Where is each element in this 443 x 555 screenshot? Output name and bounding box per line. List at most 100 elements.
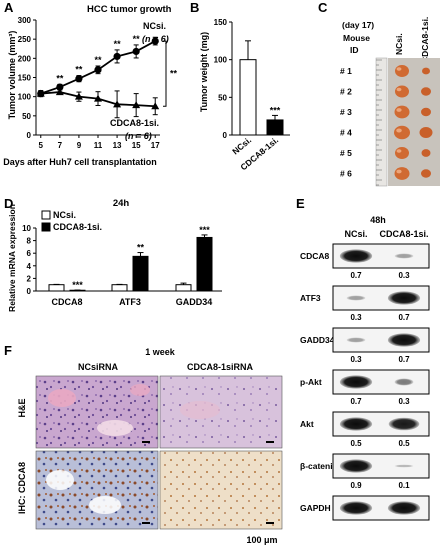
blot-band (339, 249, 373, 263)
histology-row-ihc: IHC: CDCA8 (17, 462, 27, 514)
blot-quantification: 0.1 (398, 481, 410, 490)
blot-col-ncsi: NCsi. (344, 229, 367, 239)
x-tick-label: 11 (94, 141, 103, 150)
mouse-id-label: # 2 (340, 87, 352, 97)
blot-quantification: 0.3 (398, 397, 410, 406)
y-tick-label: 6 (27, 249, 32, 258)
ihc-ncsirna-lumen (46, 470, 74, 490)
blot-col-cdca8: CDCA8-1si. (379, 229, 428, 239)
y-tick-label: 150 (18, 74, 32, 83)
legend-cdca8-n: (n = 6) (125, 131, 152, 141)
y-tick-label: 2 (27, 274, 32, 283)
x-category-label: ATF3 (119, 297, 141, 307)
y-tick-label: 150 (214, 18, 228, 27)
photo-col-ncsi: NCsi. (394, 33, 404, 55)
blot-label: CDCA8 (300, 251, 330, 261)
blot-band (394, 378, 414, 386)
significance-stars: ** (94, 55, 102, 65)
blot-timepoint: 48h (370, 215, 386, 225)
blot-label: GADD34 (300, 335, 335, 345)
blot-label: β-catenin (300, 461, 338, 471)
blot-quantification: 0.7 (398, 313, 410, 322)
x-tick-label: 7 (58, 141, 63, 150)
tumor-highlight (396, 149, 402, 153)
scale-bar-label: 100 μm (246, 535, 277, 545)
blot-label: p-Akt (300, 377, 322, 387)
scale-bar (266, 441, 274, 443)
blot-quantification: 0.9 (350, 481, 362, 490)
photo-col-cdca8: CDCA8-1si. (420, 17, 430, 63)
mouse-id-label: # 5 (340, 148, 352, 158)
chart-b-ylabel: Tumor weight (mg) (199, 32, 209, 112)
histology-col-cdca8: CDCA8-1siRNA (187, 362, 254, 372)
tumor-highlight (396, 128, 402, 133)
blot-band (388, 417, 420, 431)
id-label: ID (350, 45, 359, 55)
tumor-cdca8 (421, 169, 431, 178)
x-tick-label: 15 (132, 141, 141, 150)
blot-band (394, 464, 414, 468)
tumor-highlight (396, 87, 402, 92)
data-point (113, 52, 121, 61)
blot-quantification: 0.7 (350, 397, 362, 406)
panel-e: E 48h NCsi. CDCA8-1si. CDCA8 0.7 0.3 ATF3 0.… (296, 196, 430, 521)
western-blots: CDCA8 0.7 0.3 ATF3 0.3 0.7 GADD34 0.3 0.7 p-Akt 0.… (300, 243, 430, 521)
blot-quantification: 0.5 (398, 439, 410, 448)
ihc-ncsirna-image (35, 450, 159, 530)
tumor-cdca8 (421, 107, 431, 117)
histology-row-he: H&E (17, 398, 27, 417)
bar-cdca8 (69, 289, 86, 292)
significance-stars: ** (170, 69, 178, 79)
y-tick-label: 10 (22, 224, 31, 233)
blot-quantification: 0.7 (350, 271, 362, 280)
tumor-cdca8 (421, 149, 431, 157)
blot-quantification: 0.3 (398, 271, 410, 280)
y-tick-label: 100 (214, 56, 228, 65)
panel-b: B Tumor weight (mg) 050100150NCsi.***CDC… (190, 0, 290, 172)
y-tick-label: 50 (22, 112, 31, 121)
y-tick-label: 50 (218, 93, 227, 102)
ihc-cdca8-image (159, 450, 283, 530)
significance-bracket (163, 40, 167, 107)
chart-a-title: HCC tumor growth (87, 4, 172, 15)
blot-quantification: 0.3 (350, 313, 362, 322)
blot-band (387, 501, 421, 515)
tumor-ncsi (395, 147, 409, 159)
blot-band (387, 333, 421, 347)
panel-letter-d: D (4, 196, 13, 211)
blot-band (387, 291, 421, 305)
blot-quantification: 0.5 (350, 439, 362, 448)
scale-bar (142, 522, 150, 524)
chart-d-title: 24h (113, 198, 130, 209)
mouse-id-label: # 6 (340, 169, 352, 179)
blot-band (346, 337, 366, 343)
blot-quantification: 0.7 (398, 355, 410, 364)
mouse-id-label: # 3 (340, 107, 352, 117)
bar-ncsi (48, 284, 65, 292)
histology-col-ncsirna: NCsiRNA (78, 362, 119, 372)
data-point (55, 88, 64, 96)
he-ncsirna-vessel (130, 384, 150, 396)
chart-a-xlabel: Days after Huh7 cell transplantation (3, 157, 157, 167)
tumor-ncsi (394, 105, 410, 119)
blot-label: ATF3 (300, 293, 321, 303)
bar-ncsi (111, 284, 128, 292)
data-point (74, 92, 83, 100)
y-tick-label: 0 (27, 287, 32, 296)
legend-label: CDCA8-1si. (53, 222, 102, 232)
bar-ncsi (175, 284, 192, 292)
panel-letter-e: E (296, 196, 305, 211)
y-tick-label: 300 (18, 16, 32, 25)
ihc-ncsirna-lumen (89, 496, 121, 514)
tumor-highlight (396, 108, 402, 112)
blot-band (339, 417, 373, 431)
bar-cdca8 (196, 236, 213, 292)
y-tick-label: 100 (18, 93, 32, 102)
significance-stars: *** (270, 105, 281, 115)
blot-band (339, 459, 373, 473)
significance-stars: *** (72, 280, 83, 290)
data-point (94, 66, 102, 74)
tumor-highlight (396, 169, 402, 174)
x-category-label: CDCA8 (51, 297, 82, 307)
tumor-highlight (396, 67, 402, 71)
